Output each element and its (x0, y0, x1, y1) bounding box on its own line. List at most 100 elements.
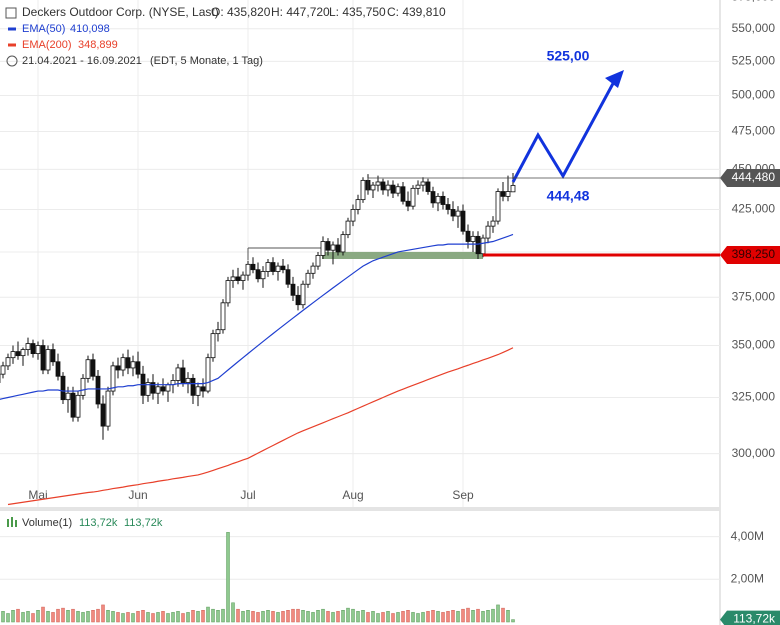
y-tick-label: 425,000 (732, 202, 776, 216)
ohlc: L: 435,750 (329, 5, 386, 19)
candle-body (190, 377, 196, 396)
volume-bar (446, 611, 450, 623)
volume-bar (221, 608, 225, 623)
volume-bar (346, 607, 350, 623)
candle-body (45, 349, 51, 371)
candle-body (310, 265, 316, 274)
candle-body (265, 262, 271, 272)
candle-body (20, 349, 26, 357)
x-tick-label: Jun (128, 488, 147, 502)
candle-body (270, 262, 276, 272)
volume-box-label: 113,72k (733, 612, 776, 625)
x-tick-label: Sep (452, 488, 474, 502)
candle-body (420, 181, 426, 186)
ohlc: H: 447,720 (271, 5, 330, 19)
candle-body (485, 225, 491, 239)
volume-bar (451, 610, 455, 623)
volume-bar (196, 611, 200, 623)
candle-body (340, 234, 346, 253)
candle-body (90, 359, 96, 377)
clock-icon (6, 55, 18, 67)
candle-body (125, 357, 131, 369)
candle-body (460, 210, 466, 232)
candle-body (350, 209, 356, 222)
volume-bar (151, 613, 155, 623)
candle-body (50, 349, 56, 363)
volume-bar (116, 612, 120, 623)
candle-body (235, 276, 241, 281)
volume-bar (336, 611, 340, 623)
candle-body (150, 382, 156, 394)
price-box (720, 169, 780, 188)
volume-bar (401, 611, 405, 623)
volume-bar (366, 612, 370, 623)
candle-body (240, 274, 246, 281)
candle-body (300, 283, 306, 306)
candle-body (70, 392, 76, 418)
volume-bar (426, 611, 430, 623)
volume-bar (171, 612, 175, 623)
volume-bar (496, 604, 500, 623)
candle-body (155, 386, 161, 394)
volume-bar (121, 613, 125, 623)
candle-body (0, 365, 6, 375)
candle-body (290, 283, 296, 296)
volume-bar (266, 610, 270, 623)
volume-bar (471, 610, 475, 623)
volume-bar (176, 611, 180, 623)
volume-bar (371, 611, 375, 623)
candle-body (40, 345, 46, 371)
volume-bar (36, 610, 40, 623)
arrow-head (605, 70, 624, 88)
candle-body (275, 265, 281, 272)
y-tick-label: 350,000 (732, 338, 776, 352)
candle-body (110, 365, 116, 392)
candle-body (145, 382, 151, 396)
candle-body (360, 179, 366, 201)
panel-separator (0, 507, 720, 511)
candle-body (320, 241, 326, 256)
candle-body (95, 375, 101, 405)
volume-bar (226, 532, 230, 623)
candle-body (500, 191, 506, 197)
volume-bar (256, 612, 260, 623)
volume-bar (481, 611, 485, 623)
candle-body (100, 403, 106, 427)
volume-bar (236, 608, 240, 623)
title: Deckers Outdoor Corp. (NYSE, Last) (22, 5, 219, 19)
candle-body (465, 230, 471, 242)
candle-body (180, 367, 186, 383)
volume-bar (506, 610, 510, 623)
volume-bar (316, 610, 320, 623)
volume-bar (51, 612, 55, 623)
volume-bar (311, 612, 315, 623)
volume-bar (386, 611, 390, 623)
candle-body (10, 351, 16, 359)
candle-body (385, 184, 391, 191)
volume-bar (351, 608, 355, 623)
volume-bar (456, 611, 460, 623)
price-box-label: 444,480 (732, 170, 776, 184)
volume-bar (161, 611, 165, 623)
annotation: 525,00 (547, 48, 590, 64)
support-zone (322, 251, 483, 259)
candle-body (60, 375, 66, 401)
volume-bar (486, 610, 490, 623)
candle-body (325, 241, 331, 251)
candle-body (260, 271, 266, 280)
volume-bar (201, 610, 205, 623)
y-tick-label: 550,000 (732, 21, 776, 35)
candle-body (210, 333, 216, 359)
candle-body (220, 302, 226, 331)
volume-bar (141, 610, 145, 623)
volume-bar (301, 610, 305, 623)
volume-bar (466, 607, 470, 623)
volume-box (720, 610, 780, 625)
candle-body (335, 244, 341, 253)
volume-bar (61, 607, 65, 623)
candle-body (205, 357, 211, 392)
volume-bar (441, 612, 445, 623)
volume-bar (156, 612, 160, 623)
candle-body (115, 365, 121, 371)
candle-body (435, 195, 441, 204)
